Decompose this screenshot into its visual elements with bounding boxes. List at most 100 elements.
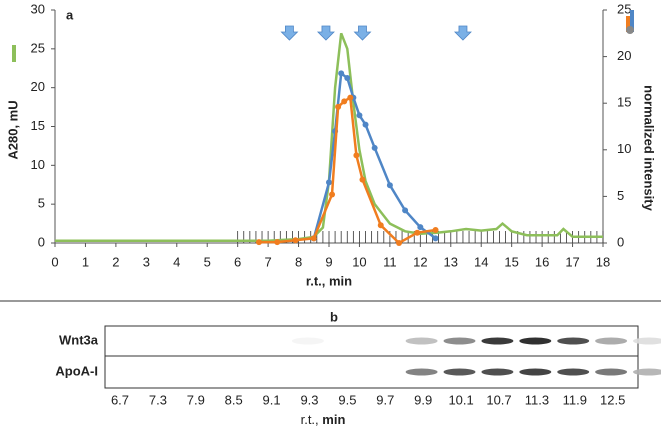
lane-label: 7.3 — [149, 392, 167, 407]
x-axis-title: r.t., min — [306, 273, 352, 288]
y2-tick-label: 25 — [617, 1, 631, 16]
lane-label: 11.3 — [525, 392, 549, 407]
x-title-part: min — [322, 412, 345, 427]
fraction-arrow — [453, 25, 472, 41]
x-tick-label: 2 — [112, 254, 119, 269]
x-tick-label: 12 — [413, 254, 427, 269]
series-line — [259, 95, 436, 245]
band — [367, 368, 400, 376]
lane-label: 10.1 — [448, 392, 473, 407]
x-title-part: r.t., — [301, 412, 319, 427]
y2-tick-label: 10 — [617, 141, 631, 156]
band — [443, 337, 476, 345]
lane-label: 8.5 — [225, 392, 243, 407]
blot-frame — [104, 325, 639, 389]
lane-label: 10.7 — [486, 392, 511, 407]
point — [432, 235, 439, 242]
point — [417, 224, 424, 231]
point — [255, 239, 262, 246]
x-tick-label: 17 — [565, 254, 579, 269]
point — [310, 235, 317, 242]
x-tick-label: 18 — [596, 254, 610, 269]
y-tick-label: 20 — [31, 79, 45, 94]
point — [353, 152, 360, 159]
x-tick-label: 0 — [51, 254, 58, 269]
point — [362, 121, 369, 128]
x-tick-label: 6 — [234, 254, 241, 269]
band — [557, 337, 590, 345]
y-tick-label: 15 — [31, 118, 45, 133]
point — [371, 144, 378, 151]
y-tick-label: 25 — [31, 40, 45, 55]
point — [338, 70, 345, 77]
x-tick-label: 10 — [352, 254, 366, 269]
lane-label: 9.9 — [414, 392, 432, 407]
x-tick-label: 9 — [325, 254, 332, 269]
point — [414, 229, 421, 236]
lane-label: 9.1 — [263, 392, 281, 407]
series-line — [312, 71, 437, 240]
x-tick-label: 16 — [535, 254, 549, 269]
band — [405, 368, 438, 376]
lane-label: 11.9 — [563, 392, 587, 407]
y-axis-title: A280, mU — [5, 100, 20, 159]
band — [595, 368, 628, 376]
x-tick-label: 14 — [474, 254, 488, 269]
band — [595, 337, 628, 345]
y2-tick-label: 0 — [617, 234, 624, 249]
band — [633, 337, 661, 345]
point — [329, 191, 336, 198]
band — [519, 337, 552, 345]
band — [519, 368, 552, 376]
lane-label: 9.3 — [300, 392, 318, 407]
x-tick-label: 4 — [173, 254, 180, 269]
point — [344, 75, 351, 82]
y2-tick-label: 20 — [617, 48, 631, 63]
row-label: Wnt3a — [59, 332, 99, 347]
lane-label: 9.7 — [376, 392, 394, 407]
band — [557, 368, 590, 376]
band — [254, 368, 286, 376]
band — [291, 337, 324, 345]
point — [335, 103, 342, 110]
lane-label: 9.5 — [338, 392, 356, 407]
band — [329, 337, 362, 345]
point — [356, 112, 363, 119]
lane-label: 12.5 — [600, 392, 625, 407]
point — [274, 239, 281, 246]
y-tick-label: 0 — [38, 234, 45, 249]
x-tick-label: 8 — [295, 254, 302, 269]
fraction-arrow — [353, 25, 372, 41]
x-tick-label: 13 — [444, 254, 458, 269]
y-tick-label: 5 — [38, 196, 45, 211]
point — [292, 237, 299, 244]
point — [402, 207, 409, 214]
point — [386, 182, 393, 189]
point — [377, 222, 384, 229]
series-line — [55, 32, 603, 242]
panel-label: a — [66, 7, 74, 22]
point — [432, 226, 439, 233]
band — [329, 368, 362, 376]
fraction-arrow — [280, 25, 299, 41]
point — [359, 176, 366, 183]
band — [367, 337, 400, 345]
x-tick-label: 5 — [204, 254, 211, 269]
x-tick-label: 3 — [143, 254, 150, 269]
x-tick-label: 11 — [383, 254, 397, 269]
band — [405, 337, 438, 345]
x-tick-label: 15 — [504, 254, 518, 269]
y-tick-label: 30 — [31, 1, 45, 16]
blot-x-title: r.t., min — [301, 412, 346, 427]
point — [347, 94, 354, 101]
band — [481, 368, 514, 376]
lane-label: 6.7 — [111, 392, 129, 407]
point — [396, 240, 403, 246]
series-icon — [626, 26, 634, 34]
lane-label: 7.9 — [187, 392, 205, 407]
x-tick-label: 7 — [264, 254, 271, 269]
point — [341, 98, 348, 105]
band — [481, 337, 514, 345]
panel-label: b — [330, 309, 338, 324]
